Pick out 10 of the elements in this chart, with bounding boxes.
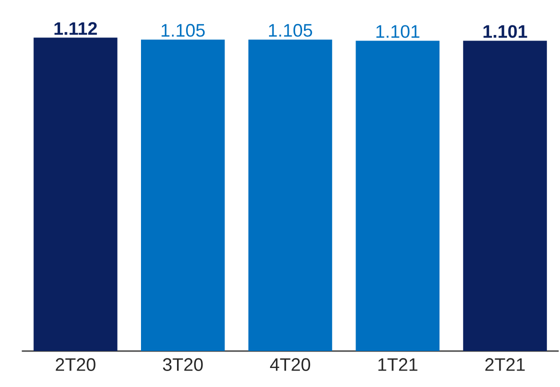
data-label: 1.112 — [54, 22, 97, 35]
data-label: 1.101 — [376, 24, 420, 38]
x-tick-label: 2T20 — [56, 358, 96, 371]
x-tick-label: 4T20 — [270, 358, 310, 371]
x-tick-label: 1T21 — [378, 358, 418, 371]
data-label: 1.101 — [484, 24, 528, 38]
data-label: 1.105 — [162, 24, 205, 37]
x-tick-label: 2T21 — [485, 358, 525, 371]
x-tick-label: 3T20 — [162, 358, 203, 371]
data-label: 1.105 — [269, 24, 312, 37]
